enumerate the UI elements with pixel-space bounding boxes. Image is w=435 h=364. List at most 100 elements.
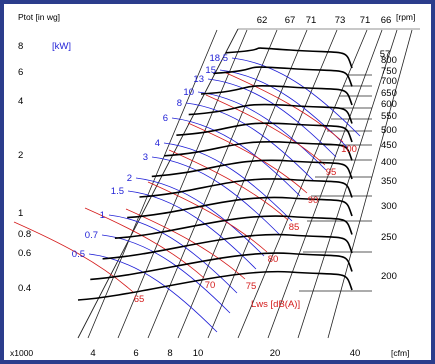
sound-line (84, 207, 205, 279)
rpm-value-label: 250 (381, 232, 397, 243)
efficiency-line (237, 29, 368, 339)
fan-curve (114, 215, 353, 239)
top-efficiency-label: 62 (257, 15, 268, 26)
y-tick-label: 1 (18, 208, 23, 219)
power-line (219, 69, 349, 149)
fan-curve (225, 47, 353, 69)
rpm-value-label: 200 (381, 271, 397, 282)
rpm-unit-label: [rpm] (396, 12, 415, 22)
fan-curve (77, 270, 353, 301)
power-value-label: 18.5 (210, 53, 229, 64)
sound-line (205, 94, 326, 166)
rpm-value-label: 700 (381, 76, 397, 87)
sound-line (187, 122, 308, 194)
power-line (151, 156, 281, 236)
efficiency-line (177, 29, 308, 339)
rpm-value-label: 550 (381, 111, 397, 122)
operating-limit-line (77, 28, 239, 339)
sound-line (13, 221, 134, 293)
power-value-label: 10 (183, 87, 194, 98)
rpm-value-label: 650 (381, 88, 397, 99)
efficiency-line (117, 29, 248, 339)
power-line (197, 91, 327, 171)
sound-value-label: 75 (246, 281, 257, 292)
y-tick-label: 0.4 (18, 283, 31, 294)
top-efficiency-label: 71 (360, 15, 371, 26)
y-tick-label: 6 (18, 67, 23, 78)
power-value-label: 15 (205, 65, 216, 76)
power-value-label: 3 (143, 152, 148, 163)
sound-value-label: 70 (205, 280, 216, 291)
power-line (163, 142, 293, 222)
rpm-value-label: 500 (381, 125, 397, 136)
top-efficiency-label: 66 (381, 15, 392, 26)
x-axis-multiplier: x1000 (10, 348, 33, 358)
power-line (108, 214, 238, 294)
power-line (185, 102, 315, 182)
fan-curve (200, 85, 353, 106)
x-tick-label: 6 (133, 348, 138, 359)
y-tick-label: 0.8 (18, 229, 31, 240)
y-axis-label: Ptot [in wg] (18, 12, 60, 22)
power-line (231, 57, 361, 137)
y-tick-label: 4 (18, 96, 23, 107)
kw-unit-label: [kW] (52, 41, 71, 52)
power-value-label: 6 (163, 113, 168, 124)
sound-lines (13, 71, 344, 293)
fan-curve (139, 178, 353, 198)
sound-value-label: 65 (134, 294, 145, 305)
power-line (101, 234, 231, 314)
y-tick-label: 0.6 (18, 248, 31, 259)
power-line (88, 253, 218, 333)
efficiency-line (267, 29, 383, 339)
rpm-value-label: 800 (381, 55, 397, 66)
x-tick-label: 40 (350, 348, 361, 359)
efficiency-line (147, 29, 278, 339)
efficiency-line (207, 29, 338, 339)
sound-unit-label: Lws [dB(A)] (251, 299, 300, 310)
rpm-value-label: 300 (381, 201, 397, 212)
fan-curve (164, 141, 353, 161)
fan-curve (151, 159, 353, 180)
rpm-value-label: 750 (381, 66, 397, 77)
efficiency-line (297, 29, 398, 339)
power-value-label: 1 (100, 210, 105, 221)
sound-line (147, 181, 268, 253)
power-value-label: 2 (127, 173, 132, 184)
top-efficiency-label: 73 (335, 15, 346, 26)
fan-curve (213, 66, 353, 87)
power-value-label: 0.5 (72, 249, 85, 260)
rpm-value-label: 450 (381, 140, 397, 151)
top-efficiency-label: 71 (306, 15, 317, 26)
top-efficiency-label: 67 (285, 15, 296, 26)
sound-line (223, 71, 344, 143)
sound-value-label: 90 (308, 195, 319, 206)
fan-curve (127, 196, 353, 219)
x-tick-label: 4 (90, 348, 95, 359)
fan-curve (102, 233, 353, 260)
rpm-value-label: 400 (381, 157, 397, 168)
sound-value-label: 85 (289, 222, 300, 233)
fan-curve (176, 122, 353, 143)
x-tick-label: 20 (270, 348, 281, 359)
fan-curve (188, 103, 353, 124)
x-tick-label: 10 (193, 348, 204, 359)
sound-value-label: 95 (326, 167, 337, 178)
power-value-label: 13 (193, 74, 204, 85)
y-tick-label: 8 (18, 41, 23, 52)
top-efficiency-label: 57 (380, 49, 391, 60)
power-value-label: 1.5 (111, 186, 124, 197)
x-axis-unit: [cfm] (391, 348, 409, 358)
fan-curves (77, 47, 353, 301)
fan-curve (90, 252, 353, 281)
power-value-label: 0.7 (85, 230, 98, 241)
power-line (171, 117, 301, 197)
power-value-label: 8 (177, 98, 182, 109)
power-value-label: 4 (155, 138, 160, 149)
efficiency-lines (77, 28, 420, 339)
rpm-value-label: 600 (381, 99, 397, 110)
sound-line (168, 149, 289, 221)
x-tick-label: 8 (167, 348, 172, 359)
power-line (127, 190, 257, 270)
